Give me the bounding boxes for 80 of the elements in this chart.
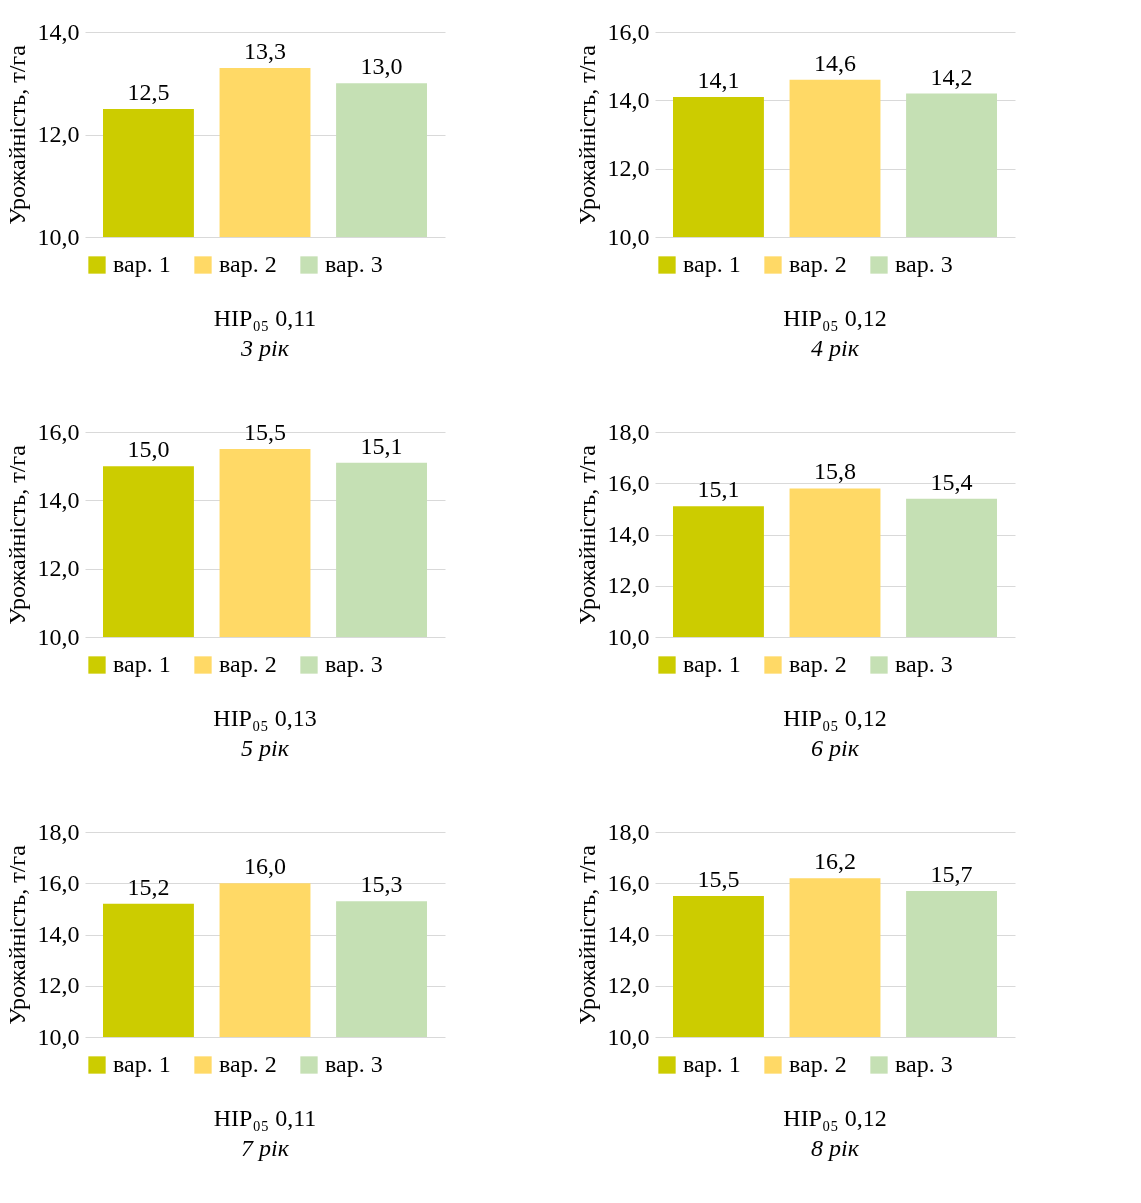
y-tick-label: 12,0 [37,121,80,147]
data-label: 14,6 [814,49,856,76]
y-tick-label: 10,0 [37,623,80,650]
y-tick-label: 10,0 [37,223,80,250]
data-label: 15,5 [697,866,740,893]
text: НІР₀₅ 0,11 [213,1105,317,1131]
y-axis-title: Урожайність, т/га [573,44,600,225]
y-tick-label: 10,0 [607,623,650,650]
y-tick-label: 16,0 [607,18,650,45]
y-axis-title: Урожайність, т/га [3,44,30,225]
legend-label: вар. 1 [683,651,741,677]
y-tick-label: 12,0 [607,155,650,182]
y-tick-label: 14,0 [37,486,80,513]
y-tick-label: 12,0 [607,972,650,999]
legend-label: вар. 1 [113,1051,171,1077]
legend-label: вар. 3 [895,651,953,677]
text: 6 рік [811,735,860,761]
y-tick-label: 18,0 [607,818,650,845]
legend-label: вар. 1 [113,251,171,277]
legend-label: вар. 3 [325,651,383,677]
legend-label: вар. 1 [113,651,171,677]
text: НІР₀₅ 0,12 [783,705,887,731]
y-tick-label: 18,0 [37,818,80,845]
data-label: 15,4 [930,468,973,495]
y-axis-title: Урожайність, т/га [3,444,30,625]
text: НІР₀₅ 0,11 [213,305,317,331]
legend-label: вар. 3 [325,1051,383,1077]
y-tick-label: 12,0 [37,555,80,582]
text: 7 рік [241,1135,290,1161]
y-tick-label: 16,0 [37,418,80,445]
y-axis-title: Урожайність, т/га [3,844,30,1025]
y-axis-title: Урожайність, т/га [573,844,600,1025]
text: НІР₀₅ 0,12 [783,305,887,331]
y-tick-label: 14,0 [37,921,80,947]
y-tick-label: 18,0 [607,418,650,445]
text: 4 рік [811,335,860,361]
text: 5 рік [241,735,290,761]
data-label: 16,0 [244,853,286,880]
y-axis-title: Урожайність, т/га [573,444,600,625]
data-label: 15,1 [697,476,740,503]
y-tick-label: 16,0 [607,869,650,896]
y-tick-label: 16,0 [607,469,650,496]
data-label: 13,0 [360,53,403,80]
y-tick-label: 12,0 [607,572,650,599]
legend-label: вар. 3 [895,251,953,277]
data-label: 15,5 [244,419,286,446]
data-label: 12,5 [127,78,170,105]
legend-label: вар. 2 [789,251,847,277]
legend-label: вар. 2 [789,1051,847,1077]
legend-label: вар. 3 [895,1051,953,1077]
legend-label: вар. 3 [325,251,383,277]
text: 8 рік [811,1135,860,1161]
legend-label: вар. 2 [789,651,847,677]
y-tick-label: 14,0 [37,18,80,45]
legend-label: вар. 1 [683,1051,741,1077]
y-tick-label: 10,0 [607,1023,650,1050]
data-label: 15,7 [930,860,973,887]
data-label: 15,8 [814,458,856,485]
y-tick-label: 14,0 [607,921,650,947]
y-tick-label: 10,0 [37,1023,80,1050]
legend-label: вар. 2 [219,1051,277,1077]
data-label: 15,0 [127,436,170,463]
legend-label: вар. 1 [683,251,741,277]
data-label: 14,1 [697,66,740,93]
data-label: 15,1 [360,432,403,459]
text: НІР₀₅ 0,13 [213,705,317,731]
data-label: 15,2 [127,873,170,900]
y-tick-label: 12,0 [37,972,80,999]
y-tick-label: 10,0 [607,223,650,250]
data-label: 13,3 [244,37,286,64]
text: 3 рік [240,335,290,361]
text: НІР₀₅ 0,12 [783,1105,887,1131]
legend-label: вар. 2 [219,651,277,677]
y-tick-label: 14,0 [607,521,650,547]
y-tick-label: 14,0 [607,86,650,113]
legend-label: вар. 2 [219,251,277,277]
data-label: 14,2 [930,63,973,90]
y-tick-label: 16,0 [37,869,80,896]
data-label: 15,3 [360,871,403,898]
data-label: 16,2 [814,848,856,875]
